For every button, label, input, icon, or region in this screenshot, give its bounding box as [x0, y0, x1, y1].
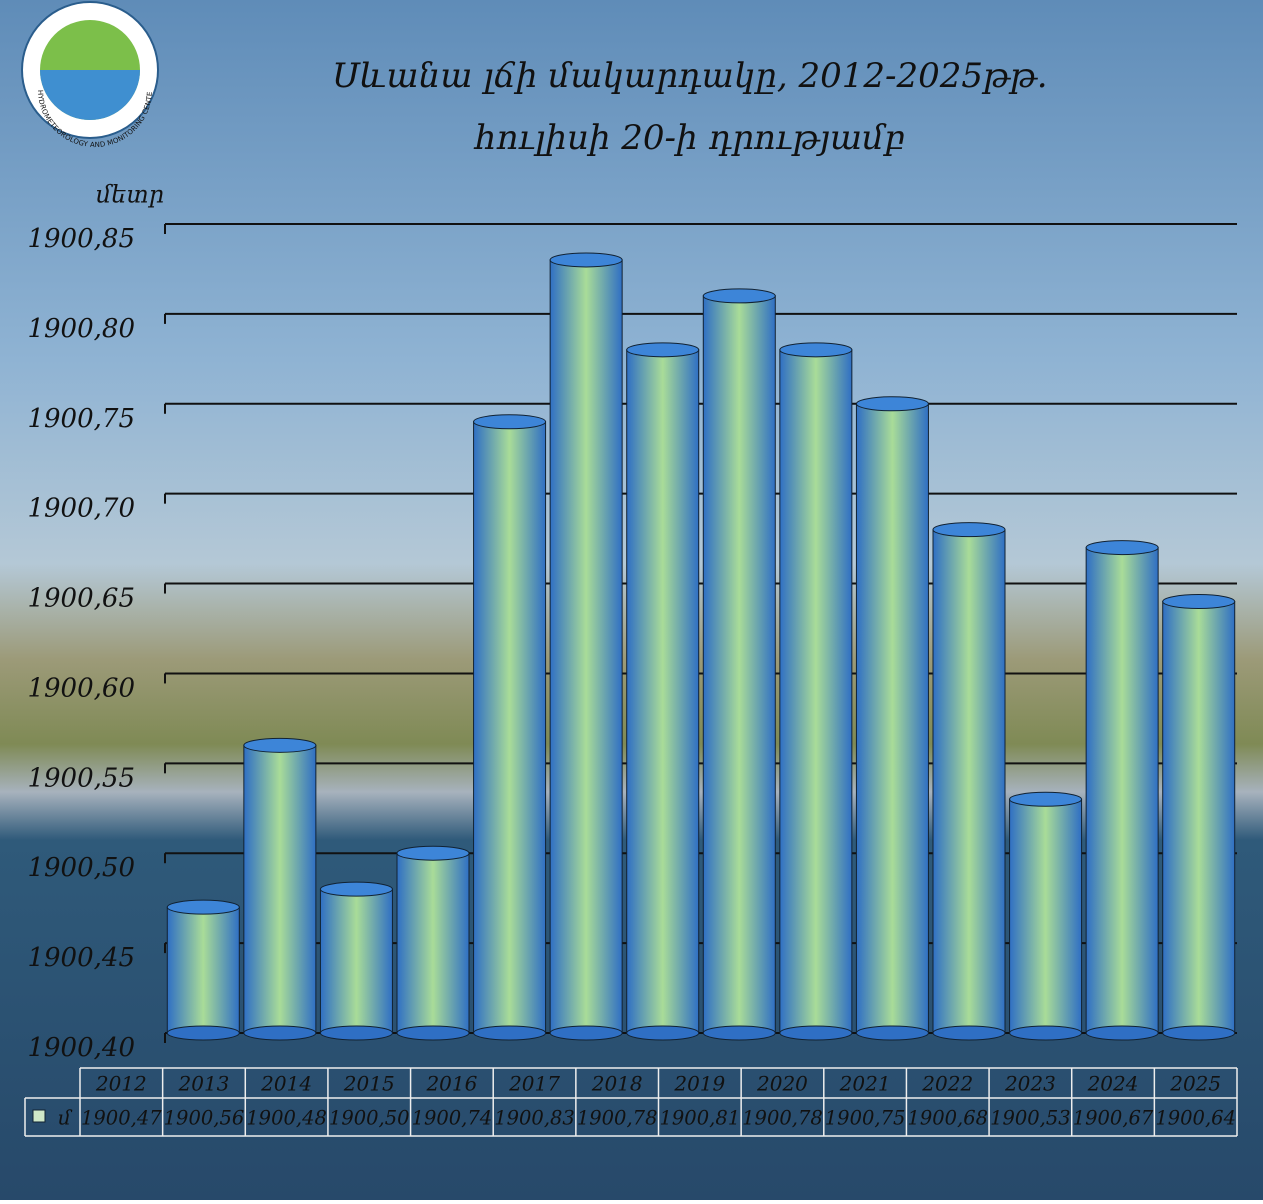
bar-bottom: [855, 1025, 929, 1041]
bar-top: [549, 252, 623, 268]
y-tick-label: 1900,40: [27, 1033, 135, 1063]
table-value: 1900,50: [329, 1106, 410, 1130]
bar-top: [319, 881, 393, 897]
bar-bottom: [1162, 1025, 1236, 1041]
bar: [779, 349, 853, 1034]
y-tick-label: 1900,55: [27, 763, 135, 793]
table-value: 1900,81: [660, 1106, 741, 1130]
bar-bottom: [1085, 1025, 1159, 1041]
y-tick-label: 1900,85: [27, 224, 135, 254]
bar: [1009, 798, 1083, 1034]
y-tick-label: 1900,60: [27, 673, 135, 703]
table-value: 1900,75: [825, 1106, 906, 1130]
x-tick-label: 2023: [1004, 1072, 1056, 1096]
y-tick-label: 1900,80: [27, 314, 135, 344]
table-value: 1900,68: [907, 1106, 988, 1130]
y-axis-label: մետր: [96, 181, 164, 209]
table-value: 1900,53: [990, 1106, 1071, 1130]
bar: [855, 403, 929, 1034]
y-tick-label: 1900,45: [27, 943, 135, 973]
bar: [626, 349, 700, 1034]
bar-top: [243, 737, 317, 753]
bar-top: [1162, 594, 1236, 610]
bar: [473, 421, 547, 1034]
bar-bottom: [473, 1025, 547, 1041]
bar-bottom: [626, 1025, 700, 1041]
bar-top: [473, 414, 547, 430]
y-tick-label: 1900,70: [27, 494, 135, 524]
bar: [932, 529, 1006, 1034]
bar: [243, 744, 317, 1034]
x-tick-label: 2012: [95, 1072, 147, 1096]
bar-bottom: [702, 1025, 776, 1041]
x-tick-label: 2018: [591, 1072, 643, 1096]
bar: [1085, 547, 1159, 1034]
bar-bottom: [932, 1025, 1006, 1041]
chart-subtitle: հուլիսի 20-ի դրությամբ: [473, 118, 905, 158]
x-tick-label: 2020: [756, 1072, 808, 1096]
bar-top: [779, 342, 853, 358]
legend-swatch: [32, 1109, 46, 1123]
bar-top: [702, 288, 776, 304]
bar-top: [1009, 791, 1083, 807]
bar: [396, 852, 470, 1034]
table-value: 1900,78: [742, 1106, 823, 1130]
bar-bottom: [779, 1025, 853, 1041]
x-tick-label: 2013: [178, 1072, 230, 1096]
bar-top: [166, 899, 240, 915]
bar-bottom: [1009, 1025, 1083, 1041]
x-tick-label: 2025: [1169, 1072, 1221, 1096]
bar: [702, 295, 776, 1034]
y-tick-label: 1900,75: [27, 404, 135, 434]
x-tick-label: 2024: [1087, 1072, 1139, 1096]
bar-top: [1085, 540, 1159, 556]
table-value: 1900,56: [164, 1106, 245, 1130]
x-tick-label: 2016: [425, 1072, 477, 1096]
bar-top: [396, 845, 470, 861]
x-tick-label: 2022: [921, 1072, 973, 1096]
y-tick-label: 1900,50: [27, 853, 135, 883]
table-value: 1900,48: [246, 1106, 327, 1130]
bar: [549, 259, 623, 1034]
table-value: 1900,83: [494, 1106, 575, 1130]
bar-top: [932, 522, 1006, 538]
x-tick-label: 2021: [839, 1072, 891, 1096]
x-tick-label: 2017: [508, 1072, 560, 1096]
bar-bottom: [549, 1025, 623, 1041]
bar: [1162, 601, 1236, 1034]
x-tick-label: 2015: [343, 1072, 395, 1096]
table-value: 1900,78: [577, 1106, 658, 1130]
table-value: 1900,64: [1155, 1106, 1236, 1130]
y-tick-label: 1900,65: [27, 584, 135, 614]
bar-bottom: [243, 1025, 317, 1041]
bar-bottom: [319, 1025, 393, 1041]
x-tick-label: 2019: [673, 1072, 725, 1096]
bar-top: [626, 342, 700, 358]
bar-bottom: [396, 1025, 470, 1041]
table-value: 1900,67: [1073, 1106, 1154, 1130]
table-value: 1900,47: [81, 1106, 162, 1130]
bar-top: [855, 396, 929, 412]
bar-bottom: [166, 1025, 240, 1041]
x-tick-label: 2014: [260, 1072, 312, 1096]
bar: [319, 888, 393, 1034]
legend-label: մ: [58, 1106, 73, 1130]
chart-title: Սևանա լճի մակարդակը, 2012-2025թթ.: [332, 56, 1047, 96]
table-value: 1900,74: [412, 1106, 493, 1130]
bar: [166, 906, 240, 1034]
